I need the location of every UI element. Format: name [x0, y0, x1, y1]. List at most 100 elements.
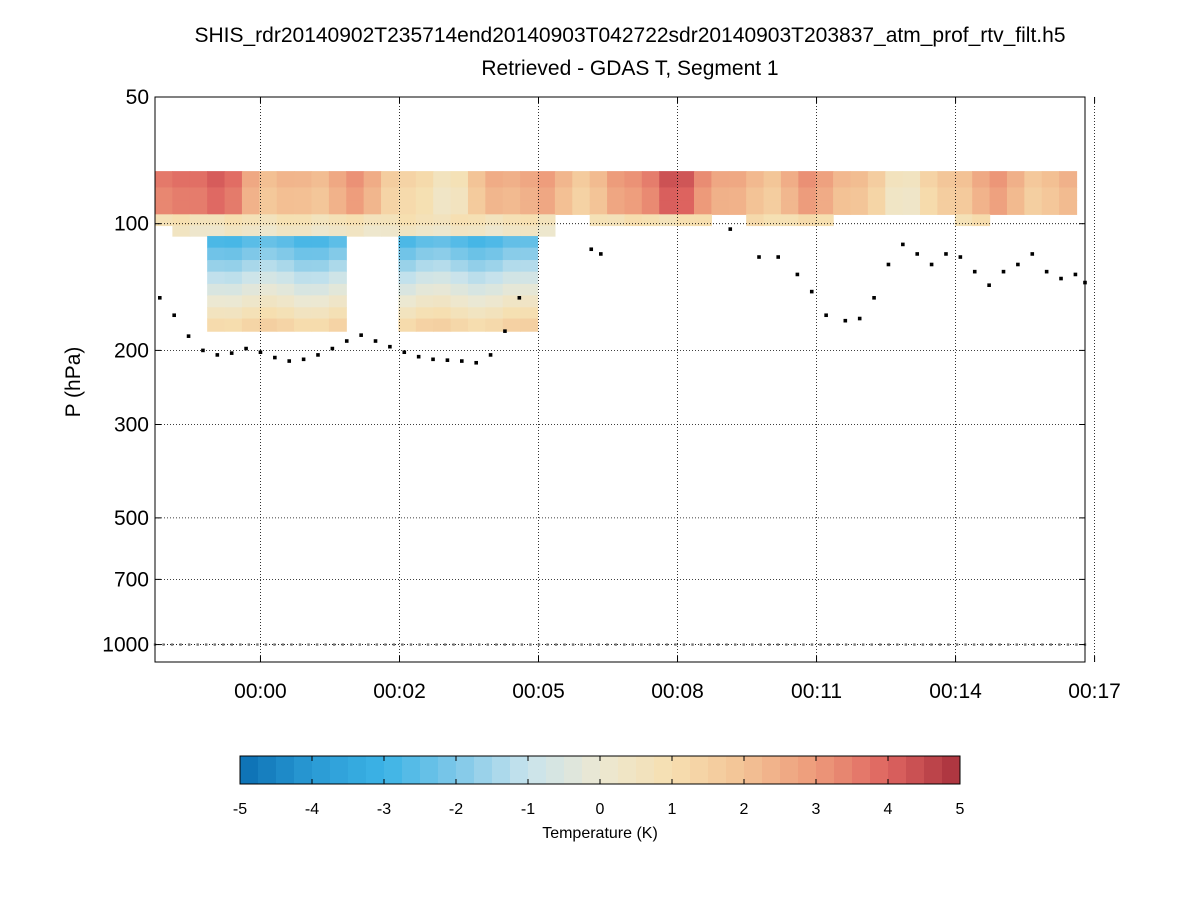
heatmap-cell	[607, 187, 626, 201]
heatmap-cell	[294, 260, 313, 273]
heatmap-cell	[241, 171, 260, 189]
heatmap-cell	[276, 187, 295, 201]
heatmap-cell	[224, 295, 243, 308]
heatmap-cell	[259, 318, 278, 332]
heatmap-cell	[502, 247, 521, 261]
heatmap-cell	[276, 247, 295, 261]
surface-point	[554, 643, 558, 646]
heatmap-cell	[224, 236, 243, 249]
heatmap-cell	[450, 318, 469, 332]
heatmap-cell	[989, 171, 1008, 189]
heatmap-cell	[276, 318, 295, 332]
heatmap-cell	[241, 295, 260, 308]
heatmap-cell	[224, 214, 243, 227]
colorbar: -5 -4 -3 -2 -1 0 1 2 3 4 5	[233, 755, 965, 818]
heatmap-cell	[798, 200, 817, 215]
x-tick-label: 00:14	[929, 680, 982, 703]
heatmap-cell	[224, 171, 243, 189]
heatmap-cell	[520, 318, 539, 332]
heatmap-cell	[885, 200, 904, 215]
heatmap-cell	[467, 307, 486, 320]
heatmap-cell	[467, 214, 486, 227]
tropopause-point	[474, 360, 478, 365]
heatmap-cell	[728, 171, 747, 189]
heatmap-cell	[259, 225, 278, 237]
heatmap-cell	[607, 171, 626, 189]
heatmap-cell	[954, 171, 973, 189]
surface-point	[716, 643, 720, 646]
heatmap-cell	[311, 271, 330, 285]
tropopause-point	[958, 255, 963, 259]
tropopause-point	[795, 272, 800, 277]
heatmap-cell	[954, 214, 973, 227]
surface-point	[170, 643, 174, 646]
heatmap-cell	[554, 187, 573, 201]
colorbar-cell	[888, 756, 907, 784]
x-tick-label: 00:08	[651, 680, 704, 703]
heatmap-cell	[224, 187, 243, 201]
colorbar-cell	[798, 756, 817, 784]
heatmap-cell	[207, 307, 226, 320]
heatmap-cell	[520, 271, 539, 285]
colorbar-cell	[600, 756, 619, 784]
heatmap-cell	[311, 247, 330, 261]
heatmap-cell	[502, 200, 521, 215]
colorbar-tick-label: -3	[377, 801, 391, 818]
x-tick-label: 00:11	[791, 680, 842, 703]
heatmap-cell	[798, 187, 817, 201]
tropopause-point	[809, 289, 814, 294]
colorbar-cell	[384, 756, 403, 784]
heatmap-cell	[467, 283, 486, 296]
heatmap-cell	[520, 200, 539, 215]
heatmap-cell	[1006, 171, 1025, 189]
heatmap-cell	[520, 187, 539, 201]
heatmap-cell	[972, 187, 991, 201]
colorbar-cell	[258, 756, 277, 784]
surface-point	[921, 643, 925, 646]
heatmap-cell	[207, 225, 226, 237]
heatmap-cell	[815, 187, 834, 201]
surface-point	[375, 643, 379, 646]
tropopause-point	[460, 359, 464, 363]
heatmap-cell	[241, 236, 260, 249]
heatmap-cell	[467, 295, 486, 308]
heatmap-cell	[398, 171, 417, 189]
heatmap-cell	[485, 307, 504, 320]
tropopause-point	[599, 252, 603, 256]
heatmap-cell	[155, 171, 173, 189]
surface-point	[512, 643, 515, 646]
tropopause-point	[316, 353, 320, 357]
heatmap-cell	[467, 236, 486, 249]
heatmap-cell	[433, 236, 452, 249]
surface-point	[256, 643, 259, 646]
surface-point	[588, 643, 592, 646]
heatmap-cell	[780, 200, 799, 215]
heatmap-cell	[502, 307, 521, 320]
heatmap-cell	[328, 247, 347, 261]
heatmap-cell	[363, 200, 382, 215]
surface-point	[674, 643, 677, 646]
surface-point	[1049, 643, 1053, 646]
heatmap-cell	[311, 318, 330, 332]
heatmap-cell	[485, 247, 504, 261]
colorbar-tick-label: 1	[668, 801, 677, 818]
heatmap-cell	[659, 171, 678, 189]
heatmap-cell	[815, 214, 834, 227]
surface-point	[239, 643, 242, 646]
surface-point	[870, 643, 873, 646]
tropopause-point	[402, 350, 407, 355]
tropopause-point	[886, 262, 891, 267]
heatmap-cell	[520, 307, 539, 320]
heatmap-cell	[294, 225, 313, 237]
heatmap-cell	[276, 236, 295, 249]
heatmap-cell	[415, 271, 434, 285]
surface-point	[793, 643, 797, 646]
heatmap-cell	[589, 187, 608, 201]
heatmap-cell	[415, 307, 434, 320]
heatmap-cell	[172, 214, 191, 227]
tropopause-point	[589, 247, 594, 252]
heatmap-cell	[624, 214, 643, 227]
heatmap-cell	[450, 200, 469, 215]
heatmap-cell	[259, 260, 278, 273]
heatmap-cell	[363, 225, 382, 237]
